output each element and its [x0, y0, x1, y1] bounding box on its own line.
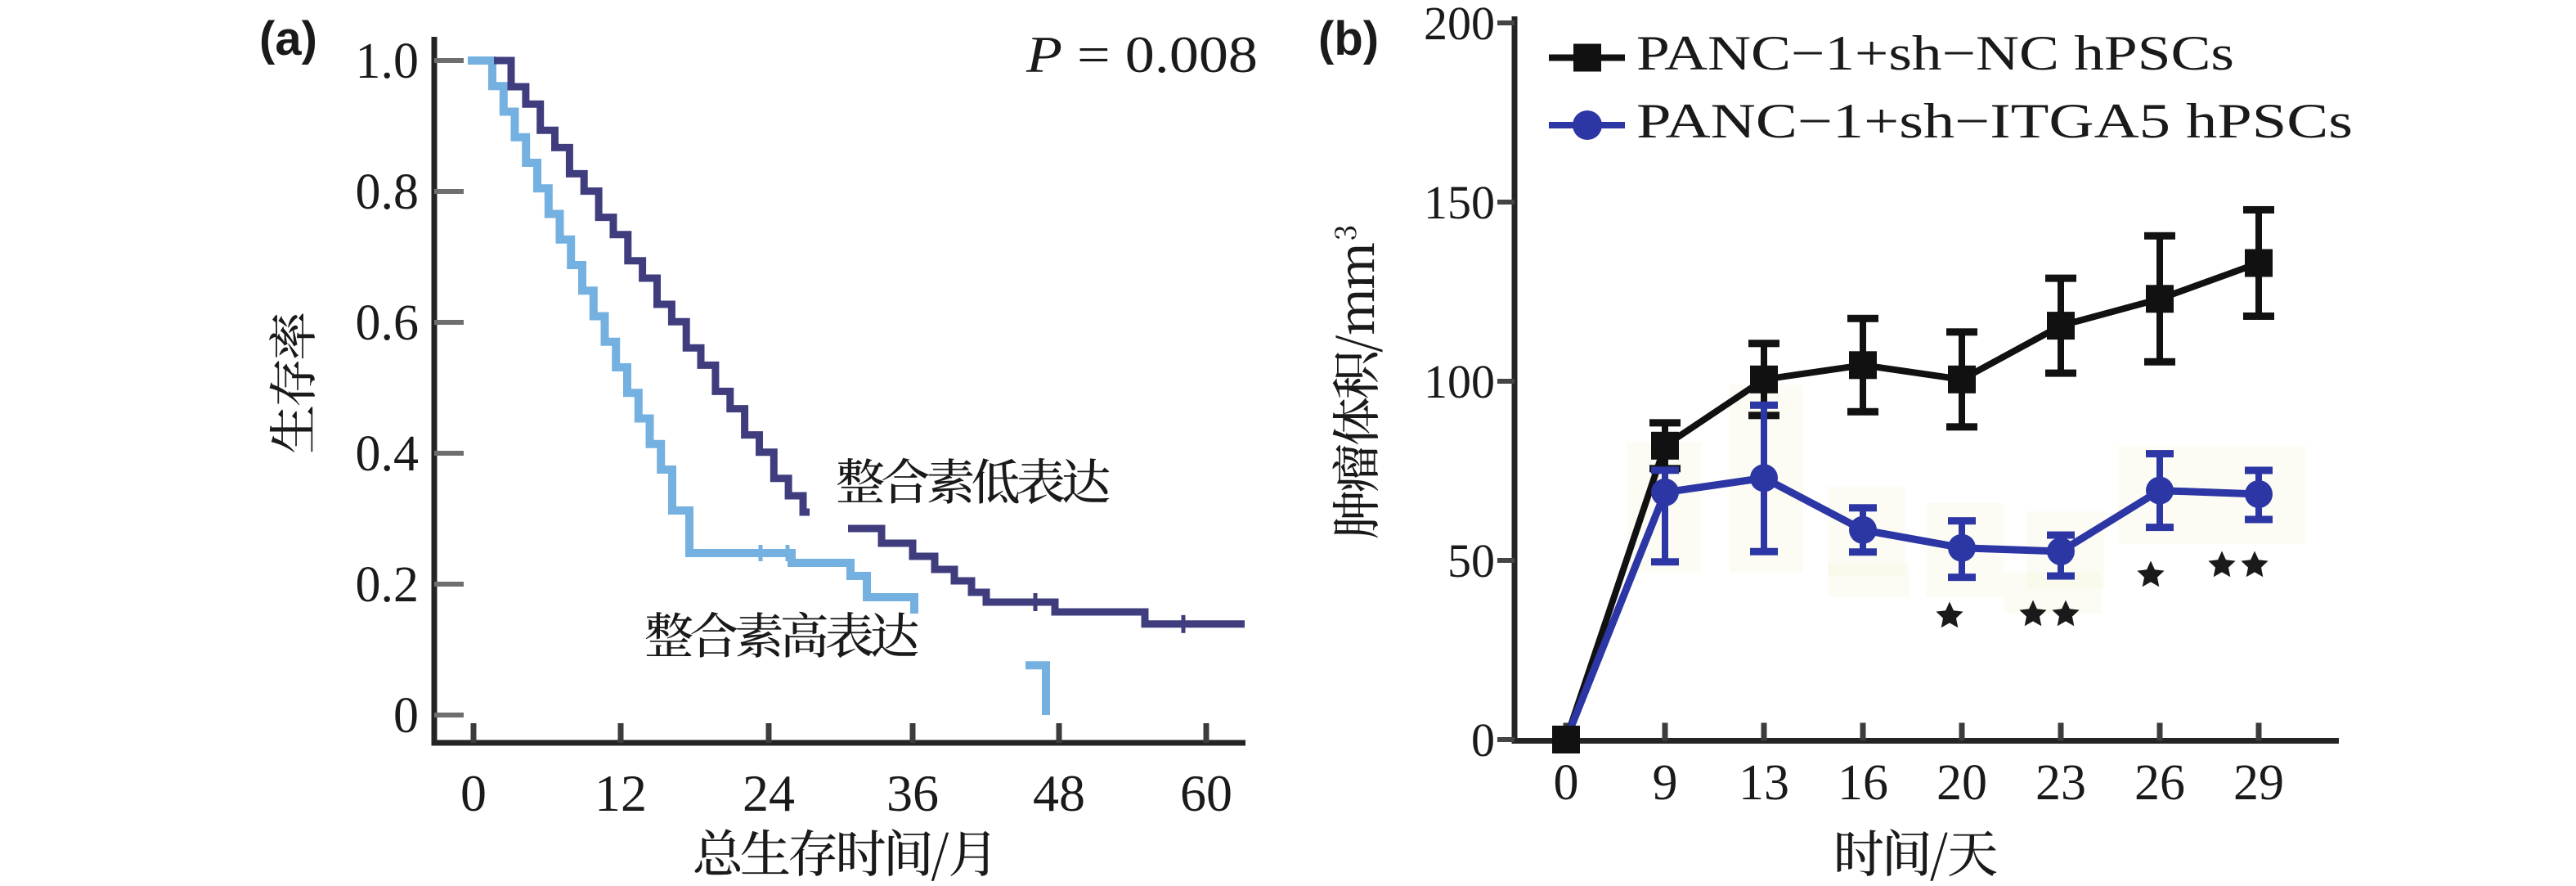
svg-text:150: 150 — [1424, 176, 1495, 229]
svg-text:23: 23 — [2035, 755, 2086, 811]
svg-text:26: 26 — [2134, 755, 2185, 811]
svg-text:29: 29 — [2233, 755, 2284, 811]
svg-text:0.8: 0.8 — [356, 164, 420, 220]
svg-text:100: 100 — [1424, 355, 1495, 408]
svg-text:20: 20 — [1936, 755, 1987, 811]
svg-text:60: 60 — [1180, 764, 1232, 822]
svg-text:0.4: 0.4 — [356, 426, 420, 482]
svg-text:0: 0 — [460, 764, 487, 822]
svg-text:50: 50 — [1447, 534, 1495, 587]
svg-text:12: 12 — [595, 764, 647, 822]
svg-text:PANC−1+sh−NC hPSCs: PANC−1+sh−NC hPSCs — [1636, 26, 2234, 80]
svg-text:200: 200 — [1424, 0, 1495, 50]
svg-text:16: 16 — [1838, 755, 1888, 811]
svg-text:36: 36 — [886, 764, 939, 822]
svg-text:9: 9 — [1653, 755, 1678, 811]
svg-text:48: 48 — [1033, 764, 1085, 822]
svg-text:0.6: 0.6 — [356, 295, 420, 351]
svg-text:0.2: 0.2 — [356, 557, 420, 613]
svg-text:13: 13 — [1739, 755, 1789, 811]
svg-text:0: 0 — [1471, 713, 1495, 767]
svg-text:(a): (a) — [259, 12, 317, 65]
svg-text:PANC−1+sh−ITGA5 hPSCs: PANC−1+sh−ITGA5 hPSCs — [1636, 94, 2353, 148]
svg-text:0: 0 — [1554, 755, 1579, 811]
svg-text:24: 24 — [743, 764, 795, 822]
svg-text:P = 0.008: P = 0.008 — [1025, 25, 1258, 83]
svg-text:1.0: 1.0 — [356, 34, 420, 89]
svg-text:0: 0 — [393, 688, 419, 744]
svg-text:(b): (b) — [1318, 12, 1379, 65]
